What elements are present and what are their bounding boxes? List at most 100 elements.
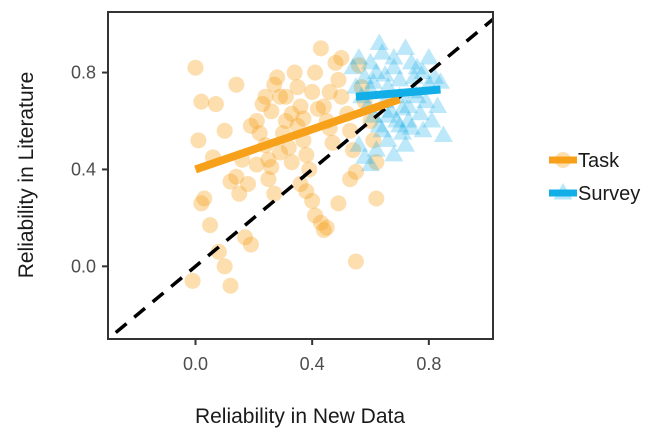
legend-label-survey: Survey	[578, 183, 640, 205]
survey-point-47	[369, 33, 389, 50]
y-tick-label: 0.4	[71, 159, 96, 179]
survey-point-33	[366, 140, 386, 157]
survey-point-21	[387, 111, 407, 128]
task-point-12	[231, 185, 248, 202]
task-point-6	[202, 217, 219, 234]
y-tick-label: 0.0	[71, 256, 96, 276]
survey-point-18	[369, 115, 389, 133]
survey-point-8	[390, 69, 410, 87]
task-point-55	[315, 98, 332, 115]
plot-border	[107, 11, 494, 340]
task-point-72	[368, 154, 385, 171]
survey-point-10	[401, 52, 421, 70]
survey-point-38	[396, 135, 415, 152]
y-axis-title: Reliability in Literature	[15, 72, 38, 279]
survey-point-30	[349, 135, 369, 152]
task-point-71	[365, 132, 382, 149]
task-point-48	[307, 207, 324, 224]
survey-fit-line	[355, 85, 441, 101]
task-point-43	[298, 146, 315, 163]
task-point-22	[251, 125, 268, 142]
survey-point-17	[363, 106, 383, 123]
x-tick-label: 0.8	[416, 354, 441, 374]
task-point-37	[283, 154, 300, 171]
survey-point-9	[396, 38, 415, 55]
survey-point-5	[372, 43, 392, 60]
legend-item-task: Task	[549, 150, 620, 172]
task-point-61	[333, 88, 350, 105]
points-layer	[184, 33, 453, 294]
task-point-45	[292, 175, 309, 192]
task-point-36	[280, 139, 297, 156]
survey-point-22	[393, 123, 413, 140]
task-fit-line	[194, 95, 401, 174]
task-point-80	[240, 175, 256, 192]
survey-point-40	[346, 77, 366, 94]
survey-point-37	[390, 115, 410, 133]
survey-point-2	[355, 67, 375, 84]
legend-label-task: Task	[578, 150, 620, 172]
survey-point-52	[378, 106, 398, 123]
x-axis-title: Reliability in New Data	[195, 405, 405, 428]
task-point-81	[277, 88, 294, 105]
survey-point-36	[384, 144, 404, 162]
task-point-35	[277, 113, 294, 129]
task-point-50	[315, 222, 332, 238]
survey-point-29	[433, 125, 453, 143]
task-point-66	[347, 163, 364, 180]
task-point-52	[304, 83, 321, 100]
task-point-47	[304, 192, 321, 209]
survey-point-20	[381, 101, 401, 118]
task-point-65	[345, 142, 361, 159]
task-point-51	[318, 219, 335, 236]
task-point-38	[286, 64, 303, 81]
task-point-10	[222, 277, 239, 294]
x-tick-label: 0.0	[183, 354, 208, 374]
task-point-73	[368, 190, 385, 207]
survey-point-39	[401, 118, 421, 135]
task-point-59	[327, 54, 344, 71]
task-point-28	[254, 96, 271, 113]
survey-point-26	[416, 91, 436, 109]
task-point-2	[207, 96, 224, 113]
task-point-41	[295, 110, 312, 127]
task-point-11	[210, 243, 227, 260]
task-point-79	[248, 156, 265, 173]
task-point-14	[242, 236, 259, 253]
task-point-64	[342, 122, 359, 139]
survey-point-50	[413, 120, 433, 138]
task-point-30	[263, 103, 280, 120]
survey-point-49	[398, 111, 418, 128]
task-point-68	[353, 79, 370, 96]
task-point-3	[190, 132, 207, 149]
task-point-33	[272, 88, 289, 105]
task-point-76	[330, 195, 347, 212]
survey-point-34	[372, 120, 392, 138]
x-tick-label: 0.4	[300, 354, 325, 374]
survey-point-25	[410, 103, 430, 121]
task-point-15	[222, 173, 239, 190]
task-point-31	[266, 76, 283, 93]
task-point-83	[310, 100, 326, 117]
task-point-21	[248, 113, 265, 129]
survey-point-46	[431, 72, 450, 89]
task-point-84	[283, 105, 300, 122]
task-point-1	[193, 93, 210, 110]
task-point-16	[228, 168, 245, 185]
task-point-54	[312, 40, 329, 57]
task-point-5	[196, 190, 213, 207]
survey-point-23	[398, 96, 418, 113]
legend: Task Survey	[549, 150, 640, 205]
survey-point-54	[407, 57, 427, 75]
task-point-40	[292, 98, 309, 115]
survey-point-28	[428, 96, 448, 113]
task-point-74	[347, 253, 364, 270]
survey-point-6	[378, 77, 398, 94]
axes-layer: 0.0 0.4 0.8 0.0 0.4 0.8	[71, 63, 441, 374]
survey-point-42	[375, 64, 395, 82]
task-point-13	[237, 229, 254, 246]
survey-point-3	[361, 52, 380, 70]
task-point-32	[269, 69, 286, 86]
task-point-53	[307, 64, 324, 81]
